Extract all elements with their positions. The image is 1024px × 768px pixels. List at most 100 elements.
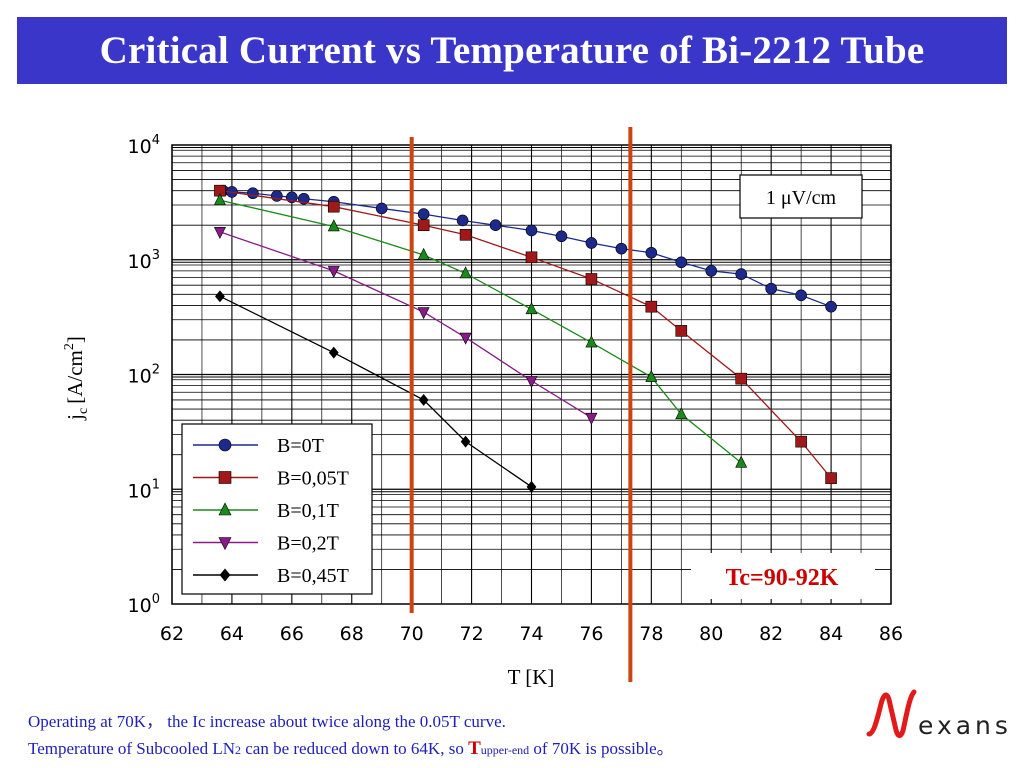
criterion-box: 1 μV/cm	[739, 174, 863, 219]
series-B=0,05T	[214, 184, 837, 484]
data-point	[327, 219, 340, 232]
y-tick-label: 100	[128, 592, 160, 617]
data-point	[585, 412, 598, 425]
data-point	[525, 302, 538, 315]
x-tick-label: 64	[220, 623, 244, 645]
data-point	[417, 307, 430, 320]
data-point	[615, 242, 628, 255]
data-point	[247, 187, 259, 200]
data-point	[765, 282, 777, 295]
data-point	[795, 289, 807, 302]
data-point	[585, 237, 598, 249]
y-axis-label: jc[A/cm2]	[62, 336, 91, 421]
data-point	[525, 376, 538, 389]
data-point	[675, 325, 688, 337]
data-point	[825, 300, 837, 313]
data-point	[705, 265, 718, 277]
x-tick-label: 70	[400, 623, 424, 645]
data-point	[218, 502, 232, 516]
legend-label: B=0,2T	[277, 533, 339, 555]
x-tick-label: 66	[280, 623, 304, 645]
x-tick-label: 68	[340, 623, 364, 645]
data-point	[327, 266, 340, 279]
data-point	[218, 471, 232, 484]
data-point	[218, 537, 232, 551]
data-point	[459, 266, 472, 279]
x-tick-label: 80	[699, 623, 723, 645]
data-point	[735, 372, 748, 385]
series-line	[219, 231, 592, 419]
nexans-wave-logo: exans	[866, 689, 1012, 740]
data-point	[219, 568, 231, 582]
data-point	[525, 224, 538, 237]
logo-text: exans	[918, 711, 1012, 740]
series-B=0,2T	[213, 227, 598, 425]
data-point	[555, 230, 568, 243]
data-point	[675, 256, 688, 269]
data-point	[645, 300, 658, 313]
x-tick-label: 84	[819, 623, 843, 645]
legend-label: B=0,05T	[277, 468, 349, 490]
legend-item: B=0,2T	[193, 533, 339, 555]
page-title: Critical Current vs Temperature of Bi-22…	[99, 29, 925, 72]
data-point	[417, 247, 430, 260]
data-point	[585, 335, 598, 348]
critical-current-chart: 62 64 66 68 70 72 74 76 78 80 82 84 86 100 101 102 103 10…	[62, 127, 903, 689]
legend: B=0T B=0,05T B=0,1T B=0,2T B=0,45T	[181, 423, 373, 595]
y-tick-label: 104	[128, 133, 160, 158]
footnote-operating: Operating at 70K， the Ic increase about …	[28, 712, 506, 731]
x-tick-label: 62	[160, 623, 184, 645]
data-point	[645, 246, 658, 259]
data-point	[459, 332, 472, 345]
data-point	[456, 214, 469, 227]
x-tick-label: 76	[579, 623, 603, 645]
data-point	[460, 435, 471, 448]
legend-label: B=0,1T	[277, 500, 339, 522]
title-bar: Critical Current vs Temperature of Bi-22…	[17, 17, 1007, 84]
legend-item: B=0,05T	[193, 468, 349, 490]
x-axis-label: T [K]	[508, 665, 555, 689]
data-point	[585, 273, 598, 285]
y-tick-label: 101	[128, 477, 160, 502]
series-layer	[213, 184, 837, 493]
data-point	[327, 200, 340, 213]
footnote-temperature: Temperature of Subcooled LN2 can be redu…	[28, 738, 674, 759]
legend-item: B=0,1T	[193, 500, 339, 522]
legend-item: B=0,45T	[193, 565, 349, 587]
data-point	[213, 227, 226, 240]
data-point	[735, 455, 748, 468]
data-point	[489, 219, 502, 232]
data-point	[795, 435, 807, 448]
tc-label: Tc=90-92K	[726, 565, 839, 591]
data-point	[825, 472, 837, 484]
x-tick-label: 72	[459, 623, 483, 645]
x-tick-label: 74	[519, 623, 543, 645]
series-line	[222, 190, 832, 308]
grid-layer	[171, 145, 892, 604]
data-point	[675, 407, 688, 420]
data-point	[417, 208, 430, 220]
data-point	[418, 393, 429, 406]
legend-label: B=0,45T	[277, 565, 349, 587]
data-point	[218, 438, 232, 452]
data-point	[526, 480, 537, 493]
tc-box: Tc=90-92K	[691, 553, 875, 599]
data-point	[375, 202, 388, 215]
series-B=0,1T	[213, 193, 748, 468]
criterion-label: 1 μV/cm	[766, 187, 837, 209]
legend-item: B=0T	[193, 435, 324, 457]
vline-layer	[409, 127, 633, 682]
y-tick-label: 103	[128, 248, 160, 273]
data-point	[417, 219, 430, 232]
plot-frame	[171, 144, 892, 605]
data-point	[735, 268, 748, 280]
data-point	[459, 228, 472, 241]
x-tick-label: 78	[639, 623, 663, 645]
data-point	[525, 251, 538, 264]
data-point	[215, 290, 225, 303]
x-tick-label: 82	[759, 623, 783, 645]
y-tick-label: 102	[128, 363, 160, 388]
data-point	[213, 193, 226, 206]
data-point	[645, 369, 658, 382]
legend-label: B=0T	[277, 435, 324, 457]
